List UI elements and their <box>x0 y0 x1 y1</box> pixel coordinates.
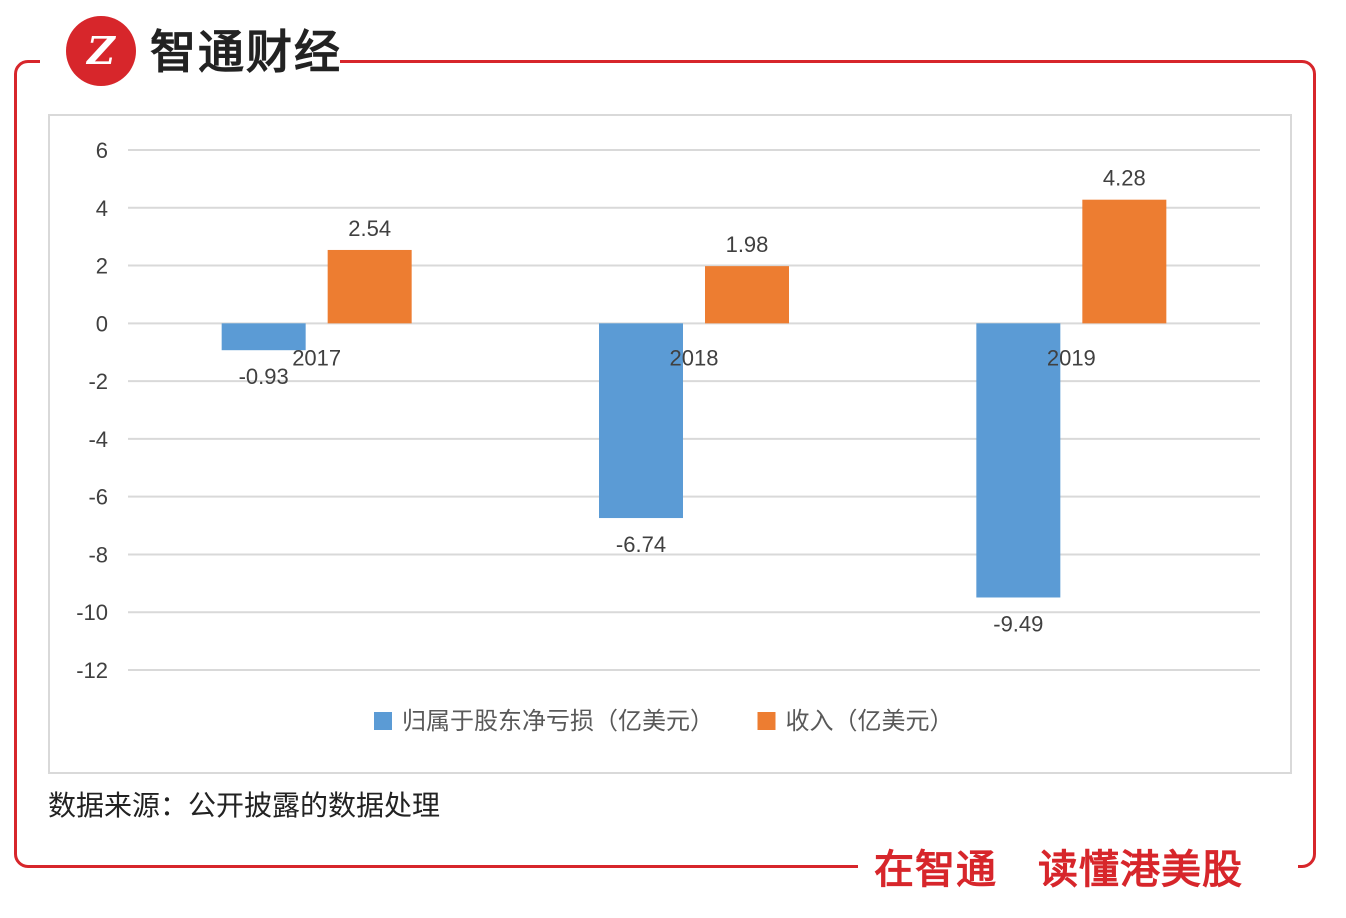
bar-chart: 6 4 2 0 -2 -4 -6 -8 -10 -12 -0.93 2.54 2017 -6.74 1.98… <box>76 138 1260 735</box>
slogan-cover <box>858 840 1298 900</box>
data-label: -6.74 <box>616 532 666 557</box>
y-tick-label: 4 <box>96 196 108 221</box>
bar-revenue <box>705 266 789 324</box>
chart-container: 6 4 2 0 -2 -4 -6 -8 -10 -12 -0.93 2.54 2017 -6.74 1.98… <box>48 114 1292 774</box>
bar-revenue <box>1082 199 1167 324</box>
brand-logo: Z <box>66 16 136 86</box>
x-category-label: 2019 <box>1047 345 1096 370</box>
data-label: -0.93 <box>239 364 289 389</box>
data-source-note: 数据来源：公开披露的数据处理 <box>48 789 441 822</box>
bar-net-loss <box>221 323 306 351</box>
brand-slogan: 在智通 读懂港美股 <box>874 847 1243 893</box>
y-tick-label: -6 <box>88 485 108 510</box>
bar-net-loss <box>599 323 683 519</box>
legend-swatch <box>374 712 392 730</box>
legend-label: 收入（亿美元） <box>786 708 954 735</box>
y-tick-label: -10 <box>76 600 108 625</box>
y-tick-label: -12 <box>76 658 108 683</box>
legend-label: 归属于股东净亏损（亿美元） <box>402 708 714 735</box>
bar-net-loss <box>976 323 1061 598</box>
y-tick-label: 2 <box>96 254 108 279</box>
data-label: -9.49 <box>993 611 1043 636</box>
legend-swatch <box>757 712 776 730</box>
data-label: 1.98 <box>726 232 769 257</box>
y-tick-label: -4 <box>88 427 108 452</box>
y-tick-label: 0 <box>96 311 108 336</box>
brand-name: 智通财经 <box>150 25 342 79</box>
data-label: 2.54 <box>348 216 391 241</box>
y-tick-label: -2 <box>88 369 108 394</box>
outer-frame <box>14 60 1316 868</box>
y-tick-label: 6 <box>96 138 108 163</box>
x-category-label: 2018 <box>670 345 719 370</box>
bar-revenue <box>327 249 412 324</box>
y-tick-label: -8 <box>88 542 108 567</box>
data-label: 4.28 <box>1103 166 1146 191</box>
x-category-label: 2017 <box>292 345 341 370</box>
